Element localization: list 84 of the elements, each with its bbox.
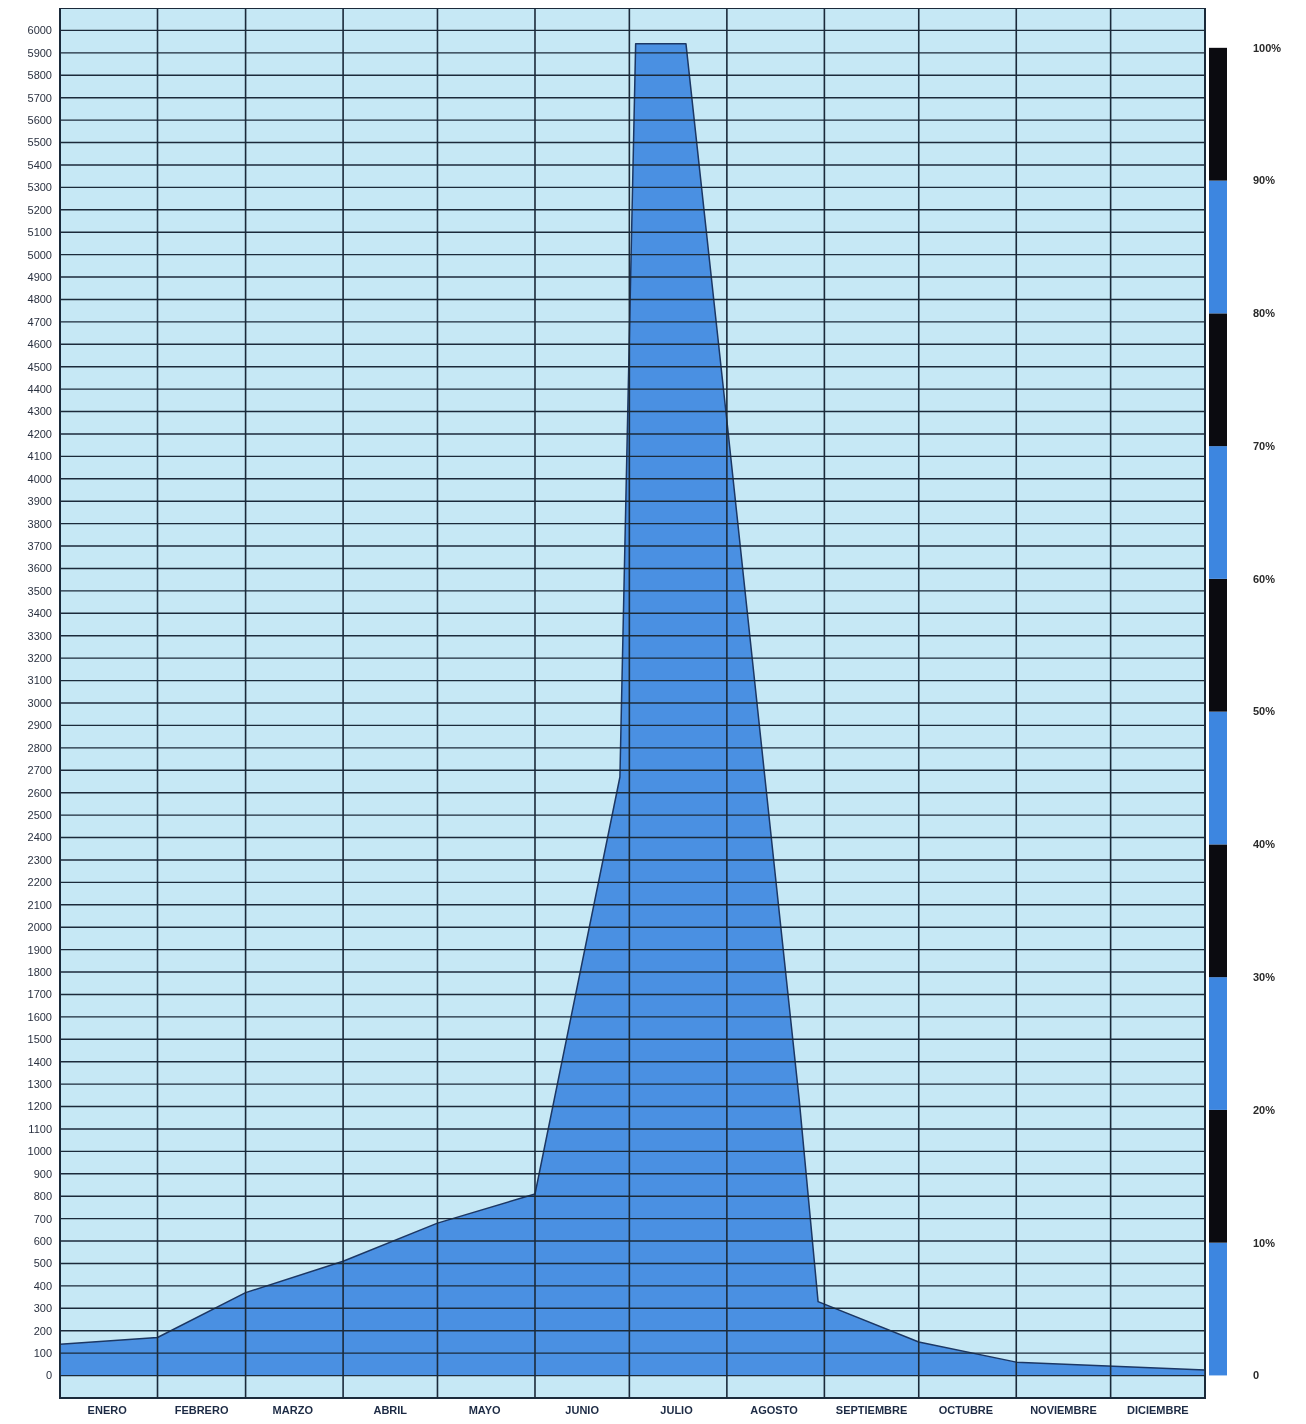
y-tick-label: 4900 xyxy=(27,270,52,283)
x-tick-label: DICIEMBRE xyxy=(1126,1403,1189,1416)
y2-tick-label: 40% xyxy=(1253,838,1276,851)
y-tick-label: 4500 xyxy=(27,360,52,373)
x-tick-label: JUNIO xyxy=(565,1403,600,1416)
x-tick-label: MAYO xyxy=(468,1403,502,1416)
y-tick-label: 300 xyxy=(33,1302,52,1315)
y-tick-label: 5700 xyxy=(27,91,52,104)
y-tick-label: 2300 xyxy=(27,853,52,866)
x-tick-label: OCTUBRE xyxy=(938,1403,994,1416)
y-tick-label: 2400 xyxy=(27,831,52,844)
y-tick-label: 3000 xyxy=(27,696,52,709)
y-tick-label: 2100 xyxy=(27,898,52,911)
y-tick-label: 3200 xyxy=(27,652,52,665)
y2-tick-label: 30% xyxy=(1253,971,1276,983)
x-tick-label: ENERO xyxy=(87,1403,128,1416)
y-tick-label: 4100 xyxy=(27,450,52,463)
y-tick-label: 1000 xyxy=(27,1145,52,1158)
y-tick-label: 1600 xyxy=(27,1010,52,1023)
y-tick-label: 6000 xyxy=(27,24,52,37)
y-tick-label: 3600 xyxy=(27,562,52,575)
y-tick-label: 5600 xyxy=(27,114,52,126)
y-tick-label: 5200 xyxy=(27,203,52,216)
y-tick-label: 2600 xyxy=(27,786,52,799)
y-tick-label: 4000 xyxy=(27,472,52,485)
y2-tick-label: 80% xyxy=(1253,307,1276,320)
y-tick-label: 2200 xyxy=(27,876,52,889)
y-tick-label: 800 xyxy=(33,1190,52,1203)
y-tick-label: 5900 xyxy=(27,46,52,59)
y-tick-label: 1900 xyxy=(27,943,52,956)
y-tick-label: 200 xyxy=(33,1324,52,1337)
y-tick-label: 900 xyxy=(33,1167,52,1180)
y-tick-label: 5100 xyxy=(27,226,52,239)
y-tick-label: 5800 xyxy=(27,69,52,82)
y-tick-label: 3800 xyxy=(27,517,52,530)
x-tick-label: AGOSTO xyxy=(750,1403,799,1416)
x-tick-label: ABRIL xyxy=(373,1403,408,1416)
y-tick-label: 1400 xyxy=(27,1055,52,1068)
x-tick-label: NOVIEMBRE xyxy=(1030,1403,1097,1416)
y-tick-label: 1200 xyxy=(27,1100,52,1113)
y-tick-label: 3400 xyxy=(27,607,52,620)
y-tick-label: 1100 xyxy=(28,1122,52,1135)
x-tick-label: JULIO xyxy=(660,1403,694,1416)
y-tick-label: 3100 xyxy=(27,674,52,687)
y-tick-label: 2500 xyxy=(27,809,52,821)
y2-tick-label: 100% xyxy=(1253,41,1282,54)
y-tick-label: 3500 xyxy=(27,584,52,597)
y2-tick-label: 60% xyxy=(1253,572,1276,585)
y-tick-label: 4200 xyxy=(27,427,52,440)
y-tick-label: 4800 xyxy=(27,293,52,306)
y-tick-label: 1800 xyxy=(27,965,52,978)
y2-tick-label: 50% xyxy=(1253,705,1276,718)
y-tick-label: 3900 xyxy=(27,495,52,508)
y-tick-label: 2800 xyxy=(27,741,52,754)
y2-tick-label: 90% xyxy=(1253,174,1276,187)
y-tick-label: 5500 xyxy=(27,136,52,149)
y-tick-label: 100 xyxy=(33,1347,52,1360)
y-tick-label: 0 xyxy=(45,1369,52,1382)
y-tick-label: 4700 xyxy=(27,315,52,328)
y-tick-label: 2900 xyxy=(27,719,52,732)
x-tick-label: FEBRERO xyxy=(174,1403,229,1416)
y-tick-label: 4600 xyxy=(27,338,52,351)
y-tick-label: 400 xyxy=(33,1279,52,1292)
x-tick-label: SEPTIEMBRE xyxy=(835,1403,908,1416)
y-tick-label: 4400 xyxy=(27,383,52,396)
x-tick-label: MARZO xyxy=(272,1403,314,1416)
y-tick-label: 3700 xyxy=(27,539,52,552)
y-tick-label: 500 xyxy=(33,1257,52,1270)
y-tick-label: 5000 xyxy=(27,248,52,261)
y-tick-label: 1500 xyxy=(27,1033,52,1046)
y-tick-label: 1300 xyxy=(27,1078,52,1091)
y2-tick-label: 20% xyxy=(1253,1103,1276,1116)
y2-tick-label: 0 xyxy=(1253,1369,1260,1382)
y2-tick-label: 70% xyxy=(1253,439,1276,452)
y-tick-label: 5300 xyxy=(27,181,52,194)
y-tick-label: 5400 xyxy=(27,158,52,171)
y-tick-label: 3300 xyxy=(27,629,52,642)
y-tick-label: 4300 xyxy=(27,405,52,418)
y-tick-label: 2000 xyxy=(27,921,52,934)
y2-tick-label: 10% xyxy=(1253,1236,1276,1249)
y-tick-label: 1700 xyxy=(27,988,52,1001)
y-tick-label: 2700 xyxy=(27,764,52,777)
y-tick-label: 600 xyxy=(33,1234,52,1247)
y-tick-label: 700 xyxy=(33,1212,52,1225)
